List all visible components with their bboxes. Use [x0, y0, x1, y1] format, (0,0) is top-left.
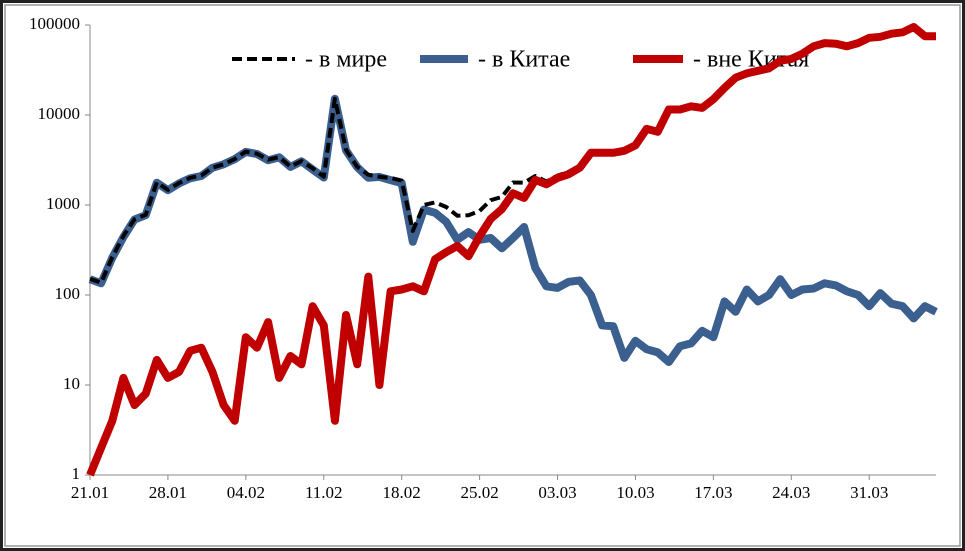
- x-tick-label: 25.02: [460, 483, 498, 502]
- y-tick-label: 1000: [46, 194, 80, 213]
- y-tick-label: 100: [55, 284, 81, 303]
- y-tick-label: 100000: [29, 14, 80, 33]
- x-tick-label: 10.03: [616, 483, 654, 502]
- series-line: [86, 23, 936, 477]
- legend-label: - в Китае: [478, 47, 570, 73]
- y-tick-label: 10000: [38, 104, 81, 123]
- x-tick-label: 21.01: [71, 483, 109, 502]
- y-tick-label: 10: [63, 374, 80, 393]
- x-tick-label: 11.02: [305, 483, 343, 502]
- x-tick-label: 31.03: [850, 483, 888, 502]
- x-tick-label: 24.03: [772, 483, 810, 502]
- x-tick-label: 04.02: [227, 483, 265, 502]
- legend-label: - в мире: [305, 47, 387, 73]
- inner-frame: [4, 4, 961, 547]
- x-tick-label: 03.03: [538, 483, 576, 502]
- x-tick-label: 17.03: [694, 483, 732, 502]
- x-tick-label: 18.02: [383, 483, 421, 502]
- x-tick-label: 28.01: [149, 483, 187, 502]
- y-tick-label: 1: [72, 464, 81, 483]
